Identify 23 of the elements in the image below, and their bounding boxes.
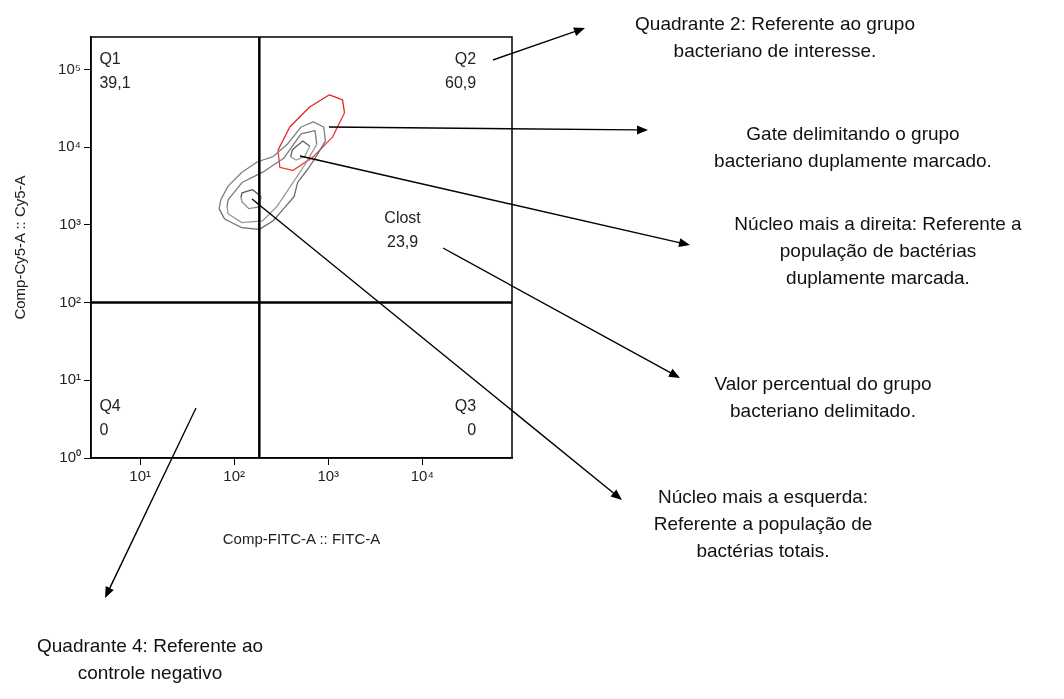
y-axis-title: Comp-Cy5-A :: Cy5-A — [11, 175, 29, 320]
x-tick-label: 10¹ — [129, 467, 152, 485]
annotation: Q2 60,9 — [445, 50, 477, 92]
text: Quadrante 4: Referente ao controle negativo — [35, 634, 264, 685]
y-tick-label: 10⁴ — [57, 137, 81, 155]
text: Quadrante 2: Referente ao grupo bacteriano de interesse. — [634, 12, 916, 63]
y-tick-label: 10⁵ — [58, 59, 81, 77]
annotation: Q3 0 — [454, 397, 477, 439]
y-tick-label: 10² — [59, 292, 81, 310]
x-tick-label: 10² — [223, 467, 246, 485]
annotation: Q1 39,1 — [99, 50, 131, 92]
text: Núcleo mais a direita: Referente a população de bactérias duplamente marcada. — [733, 212, 1023, 290]
text: Núcleo mais a esquerda: Referente a população de bactérias totais. — [652, 485, 874, 563]
text: Valor percentual do grupo bacteriano delimitado. — [713, 372, 933, 423]
x-axis-title: Comp-FITC-A :: FITC-A — [222, 530, 381, 548]
y-tick-label: 10⁰ — [59, 448, 81, 466]
text: Gate delimitando o grupo bacteriano duplamente marcado. — [713, 122, 993, 173]
x-tick-label: 10³ — [317, 467, 340, 485]
x-tick-label: 10⁴ — [410, 467, 434, 485]
y-tick-label: 10¹ — [59, 370, 81, 388]
annotation: Clost 23,9 — [384, 209, 422, 251]
y-tick-label: 10³ — [59, 215, 81, 233]
annotation: Q4 0 — [99, 397, 121, 439]
